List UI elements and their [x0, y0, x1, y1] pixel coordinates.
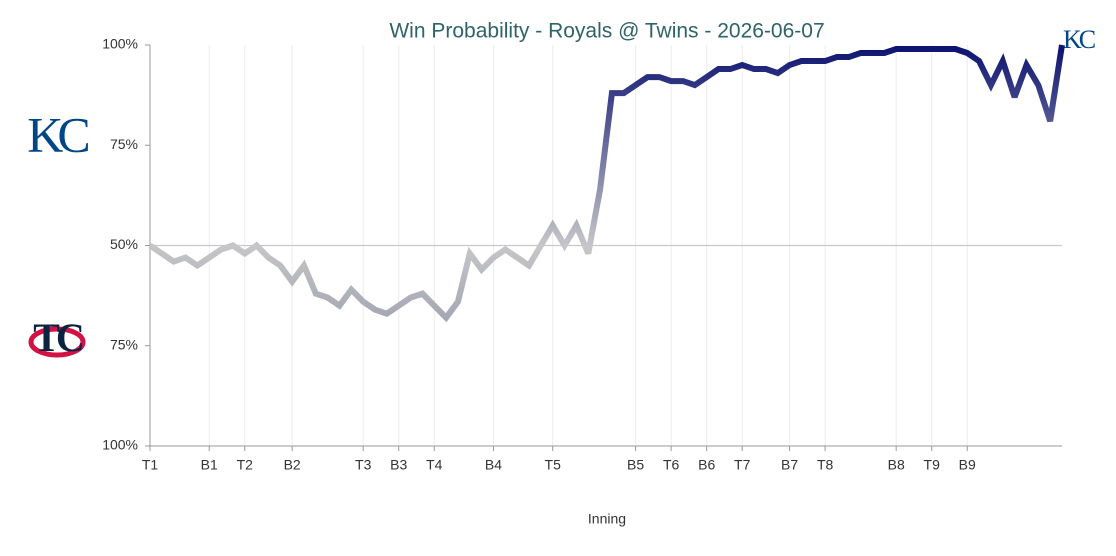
x-tick-label: B9	[959, 457, 976, 473]
x-tick-label: T3	[355, 457, 372, 473]
x-tick-label: B8	[888, 457, 905, 473]
x-tick-label: T9	[924, 457, 941, 473]
x-tick-label: B4	[485, 457, 502, 473]
x-tick-label: T8	[817, 457, 834, 473]
x-tick-label: B2	[284, 457, 301, 473]
x-axis-label: Inning	[588, 511, 626, 527]
x-tick-label: T2	[237, 457, 254, 473]
x-tick-label: T5	[545, 457, 562, 473]
x-tick-label: T7	[734, 457, 751, 473]
y-tick-label: 100%	[102, 36, 138, 52]
x-tick-label: B3	[390, 457, 407, 473]
y-tick-label: 50%	[110, 236, 138, 252]
chart-title: Win Probability - Royals @ Twins - 2026-…	[389, 20, 824, 43]
y-tick-label: 100%	[102, 437, 138, 453]
x-tick-label: T4	[426, 457, 443, 473]
y-tick-label: 75%	[110, 136, 138, 152]
bottom-team-logo-group: TC	[28, 315, 86, 360]
x-tick-label: B1	[201, 457, 218, 473]
bottom-team-logo: TC	[33, 315, 82, 360]
end-team-logo: KC	[1063, 25, 1095, 54]
x-tick-label: T1	[142, 457, 159, 473]
x-tick-label: B5	[627, 457, 644, 473]
x-tick-label: T6	[663, 457, 680, 473]
top-team-logo: KC	[27, 106, 88, 162]
x-tick-label: B6	[698, 457, 715, 473]
y-tick-label: 75%	[110, 336, 138, 352]
x-tick-label: B7	[781, 457, 798, 473]
win-probability-line	[148, 44, 1065, 323]
logo-ring	[28, 326, 86, 358]
